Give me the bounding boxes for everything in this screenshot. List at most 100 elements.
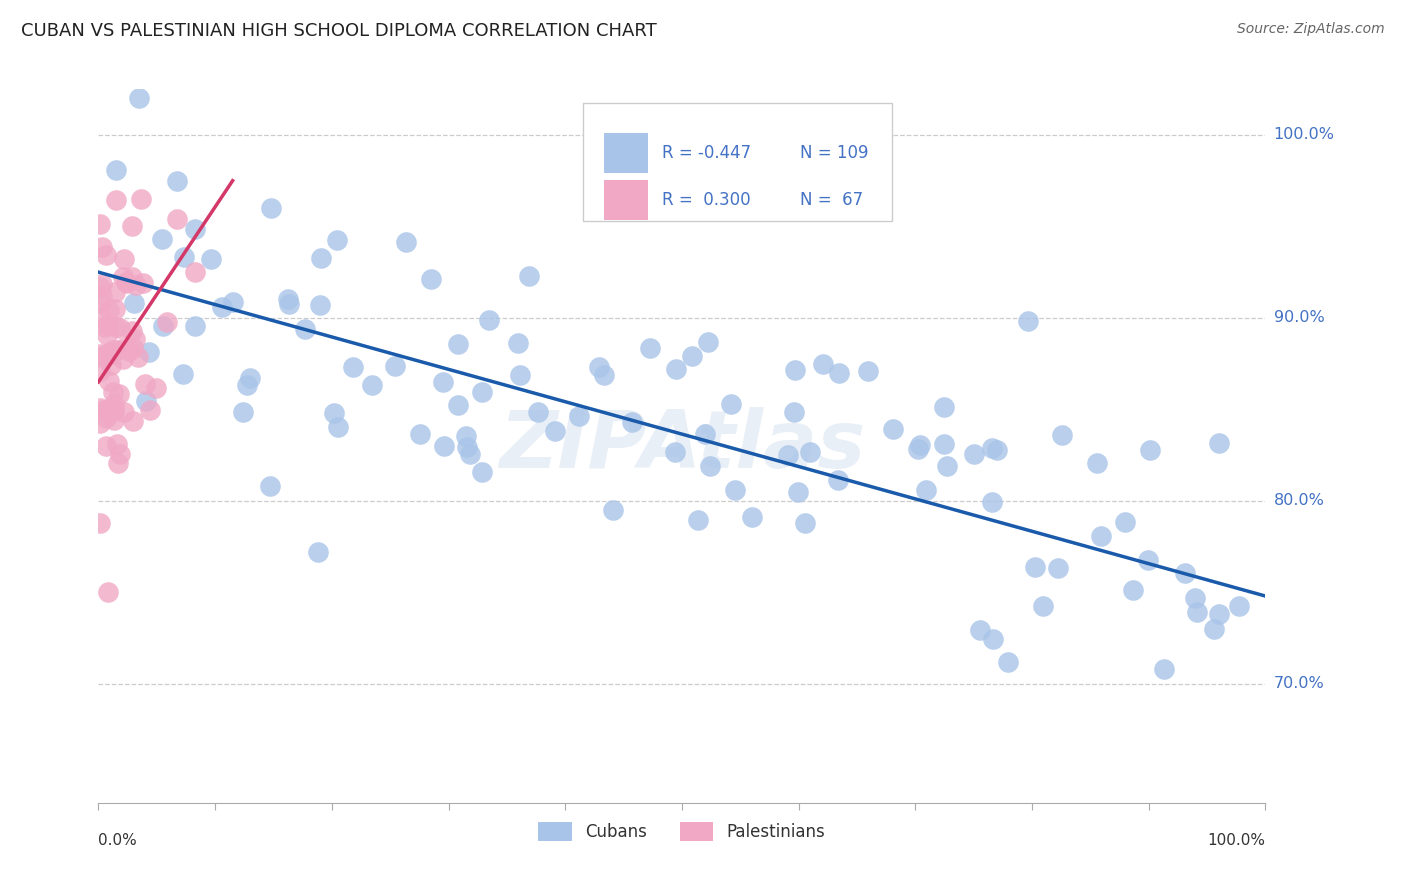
Point [447, 337, 470, 351]
Point [122, 341, 145, 355]
Point [786, 484, 808, 499]
Point [134, 377, 156, 392]
Point [454, 429, 477, 443]
Point [97, 585, 120, 599]
Point [783, 363, 806, 377]
Point [969, 623, 991, 637]
Point [110, 447, 132, 461]
Point [420, 271, 443, 285]
Point [96, 410, 118, 425]
Point [260, 201, 283, 215]
Point [127, 350, 149, 364]
Point [90, 350, 112, 364]
Point [311, 251, 333, 265]
Point [97, 345, 120, 359]
Point [91, 288, 114, 302]
Point [232, 405, 254, 419]
Point [128, 91, 150, 105]
Point [138, 345, 160, 359]
Point [239, 371, 262, 385]
Point [89, 416, 111, 430]
Point [783, 405, 806, 419]
Point [1187, 605, 1209, 619]
Point [150, 232, 173, 246]
Point [1173, 566, 1195, 580]
Text: 100.0%: 100.0% [1208, 833, 1265, 848]
Point [112, 352, 135, 367]
Point [96, 403, 118, 417]
Point [115, 276, 138, 290]
Point [568, 409, 591, 423]
Point [1153, 662, 1175, 676]
Point [122, 414, 145, 428]
Point [152, 318, 174, 333]
Point [1204, 622, 1226, 636]
Point [720, 397, 742, 411]
Point [360, 378, 382, 392]
Point [1085, 456, 1108, 470]
Point [793, 516, 815, 530]
Point [89, 401, 111, 416]
Point [107, 456, 129, 470]
Point [1139, 443, 1161, 458]
Point [1184, 591, 1206, 605]
Point [981, 632, 1004, 646]
Point [1122, 582, 1144, 597]
Point [527, 405, 550, 419]
Point [112, 405, 135, 419]
Point [139, 402, 162, 417]
Point [914, 483, 936, 497]
Point [471, 465, 494, 479]
Point [104, 319, 127, 334]
Point [89, 347, 111, 361]
Point [328, 420, 350, 434]
Point [932, 400, 955, 414]
Point [1032, 599, 1054, 613]
Legend: Cubans, Palestinians: Cubans, Palestinians [531, 815, 832, 848]
Text: 70.0%: 70.0% [1274, 676, 1324, 691]
Point [981, 494, 1004, 508]
Point [105, 163, 128, 178]
Point [112, 252, 135, 266]
Point [135, 394, 157, 409]
Text: Source: ZipAtlas.com: Source: ZipAtlas.com [1237, 22, 1385, 37]
Point [1227, 599, 1250, 613]
Point [1208, 435, 1230, 450]
Point [277, 297, 299, 311]
Text: ZIPAtlas: ZIPAtlas [499, 407, 865, 485]
Point [122, 296, 145, 310]
Point [882, 422, 904, 436]
Text: N =  67: N = 67 [800, 191, 863, 209]
Point [145, 380, 167, 394]
Point [997, 656, 1019, 670]
Point [693, 427, 716, 442]
Point [121, 270, 143, 285]
Point [112, 341, 135, 355]
Point [1090, 529, 1112, 543]
Point [681, 350, 703, 364]
Point [184, 265, 207, 279]
Point [103, 384, 125, 399]
Point [908, 438, 931, 452]
Point [509, 368, 531, 382]
Point [131, 277, 153, 291]
Point [620, 415, 643, 429]
Point [100, 359, 122, 373]
Point [326, 234, 349, 248]
Point [543, 424, 565, 438]
Point [593, 368, 616, 383]
Point [986, 442, 1008, 457]
Point [1046, 561, 1069, 575]
Text: R =  0.300: R = 0.300 [662, 191, 751, 209]
Point [602, 503, 624, 517]
Point [90, 296, 112, 310]
Point [184, 318, 207, 333]
Point [108, 320, 131, 334]
Point [94, 248, 117, 262]
Point [665, 362, 688, 376]
Point [97, 318, 120, 332]
Point [98, 374, 121, 388]
Text: 90.0%: 90.0% [1274, 310, 1324, 326]
Point [907, 442, 929, 456]
Point [96, 328, 118, 343]
